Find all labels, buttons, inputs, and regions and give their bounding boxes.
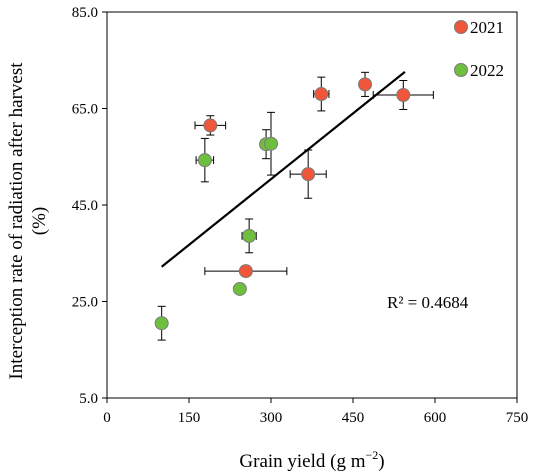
data-point-2022 bbox=[232, 281, 247, 296]
data-point-2021 bbox=[314, 87, 329, 102]
data-point-2022 bbox=[197, 153, 212, 168]
trendline-group bbox=[160, 70, 406, 268]
r-squared-annotation: R² = 0.4684 bbox=[387, 293, 469, 312]
x-tick-label: 750 bbox=[506, 410, 529, 426]
legend-marker-2021 bbox=[454, 20, 468, 34]
x-axis-title-main: Grain yield (g m bbox=[239, 451, 365, 472]
data-point-2021 bbox=[301, 167, 316, 182]
data-points bbox=[154, 77, 411, 331]
data-point-2022 bbox=[242, 228, 257, 243]
data-point-2021 bbox=[203, 118, 218, 133]
y-axis-title-line2: (%) bbox=[29, 207, 50, 235]
y-axis-title: Interception rate of radiation after har… bbox=[6, 62, 50, 380]
x-axis-title: Grain yield (g m−2) bbox=[239, 448, 384, 472]
data-point-2021 bbox=[358, 77, 373, 92]
x-tick-label: 300 bbox=[260, 410, 283, 426]
x-tick-label: 150 bbox=[178, 410, 201, 426]
data-point-2022 bbox=[264, 136, 278, 151]
x-axis-title-close: ) bbox=[378, 451, 384, 472]
x-tick-label: 600 bbox=[424, 410, 447, 426]
y-tick-label: 25.0 bbox=[72, 295, 98, 311]
y-axis-title-line1: Interception rate of radiation after har… bbox=[6, 62, 27, 380]
x-tick-label: 450 bbox=[342, 410, 365, 426]
x-axis-title-superscript: −2 bbox=[366, 448, 379, 462]
legend-label-2022: 2022 bbox=[470, 61, 504, 80]
y-tick-label: 65.0 bbox=[72, 102, 98, 118]
y-tick-label: 5.0 bbox=[79, 391, 98, 407]
axis-ticks: 0 150 300 450 600 750 5.0 25.0 45.0 65.0 85.0 bbox=[72, 5, 529, 426]
legend-marker-2022 bbox=[454, 63, 468, 77]
legend: 2021 2022 bbox=[454, 18, 504, 80]
data-point-2022 bbox=[154, 316, 169, 331]
x-tick-label: 0 bbox=[103, 410, 111, 426]
trendline bbox=[160, 70, 406, 268]
data-point-2021 bbox=[238, 264, 253, 279]
y-tick-label: 85.0 bbox=[72, 5, 98, 21]
y-tick-label: 45.0 bbox=[72, 198, 98, 214]
legend-label-2021: 2021 bbox=[470, 18, 504, 37]
data-point-2021 bbox=[396, 87, 411, 102]
